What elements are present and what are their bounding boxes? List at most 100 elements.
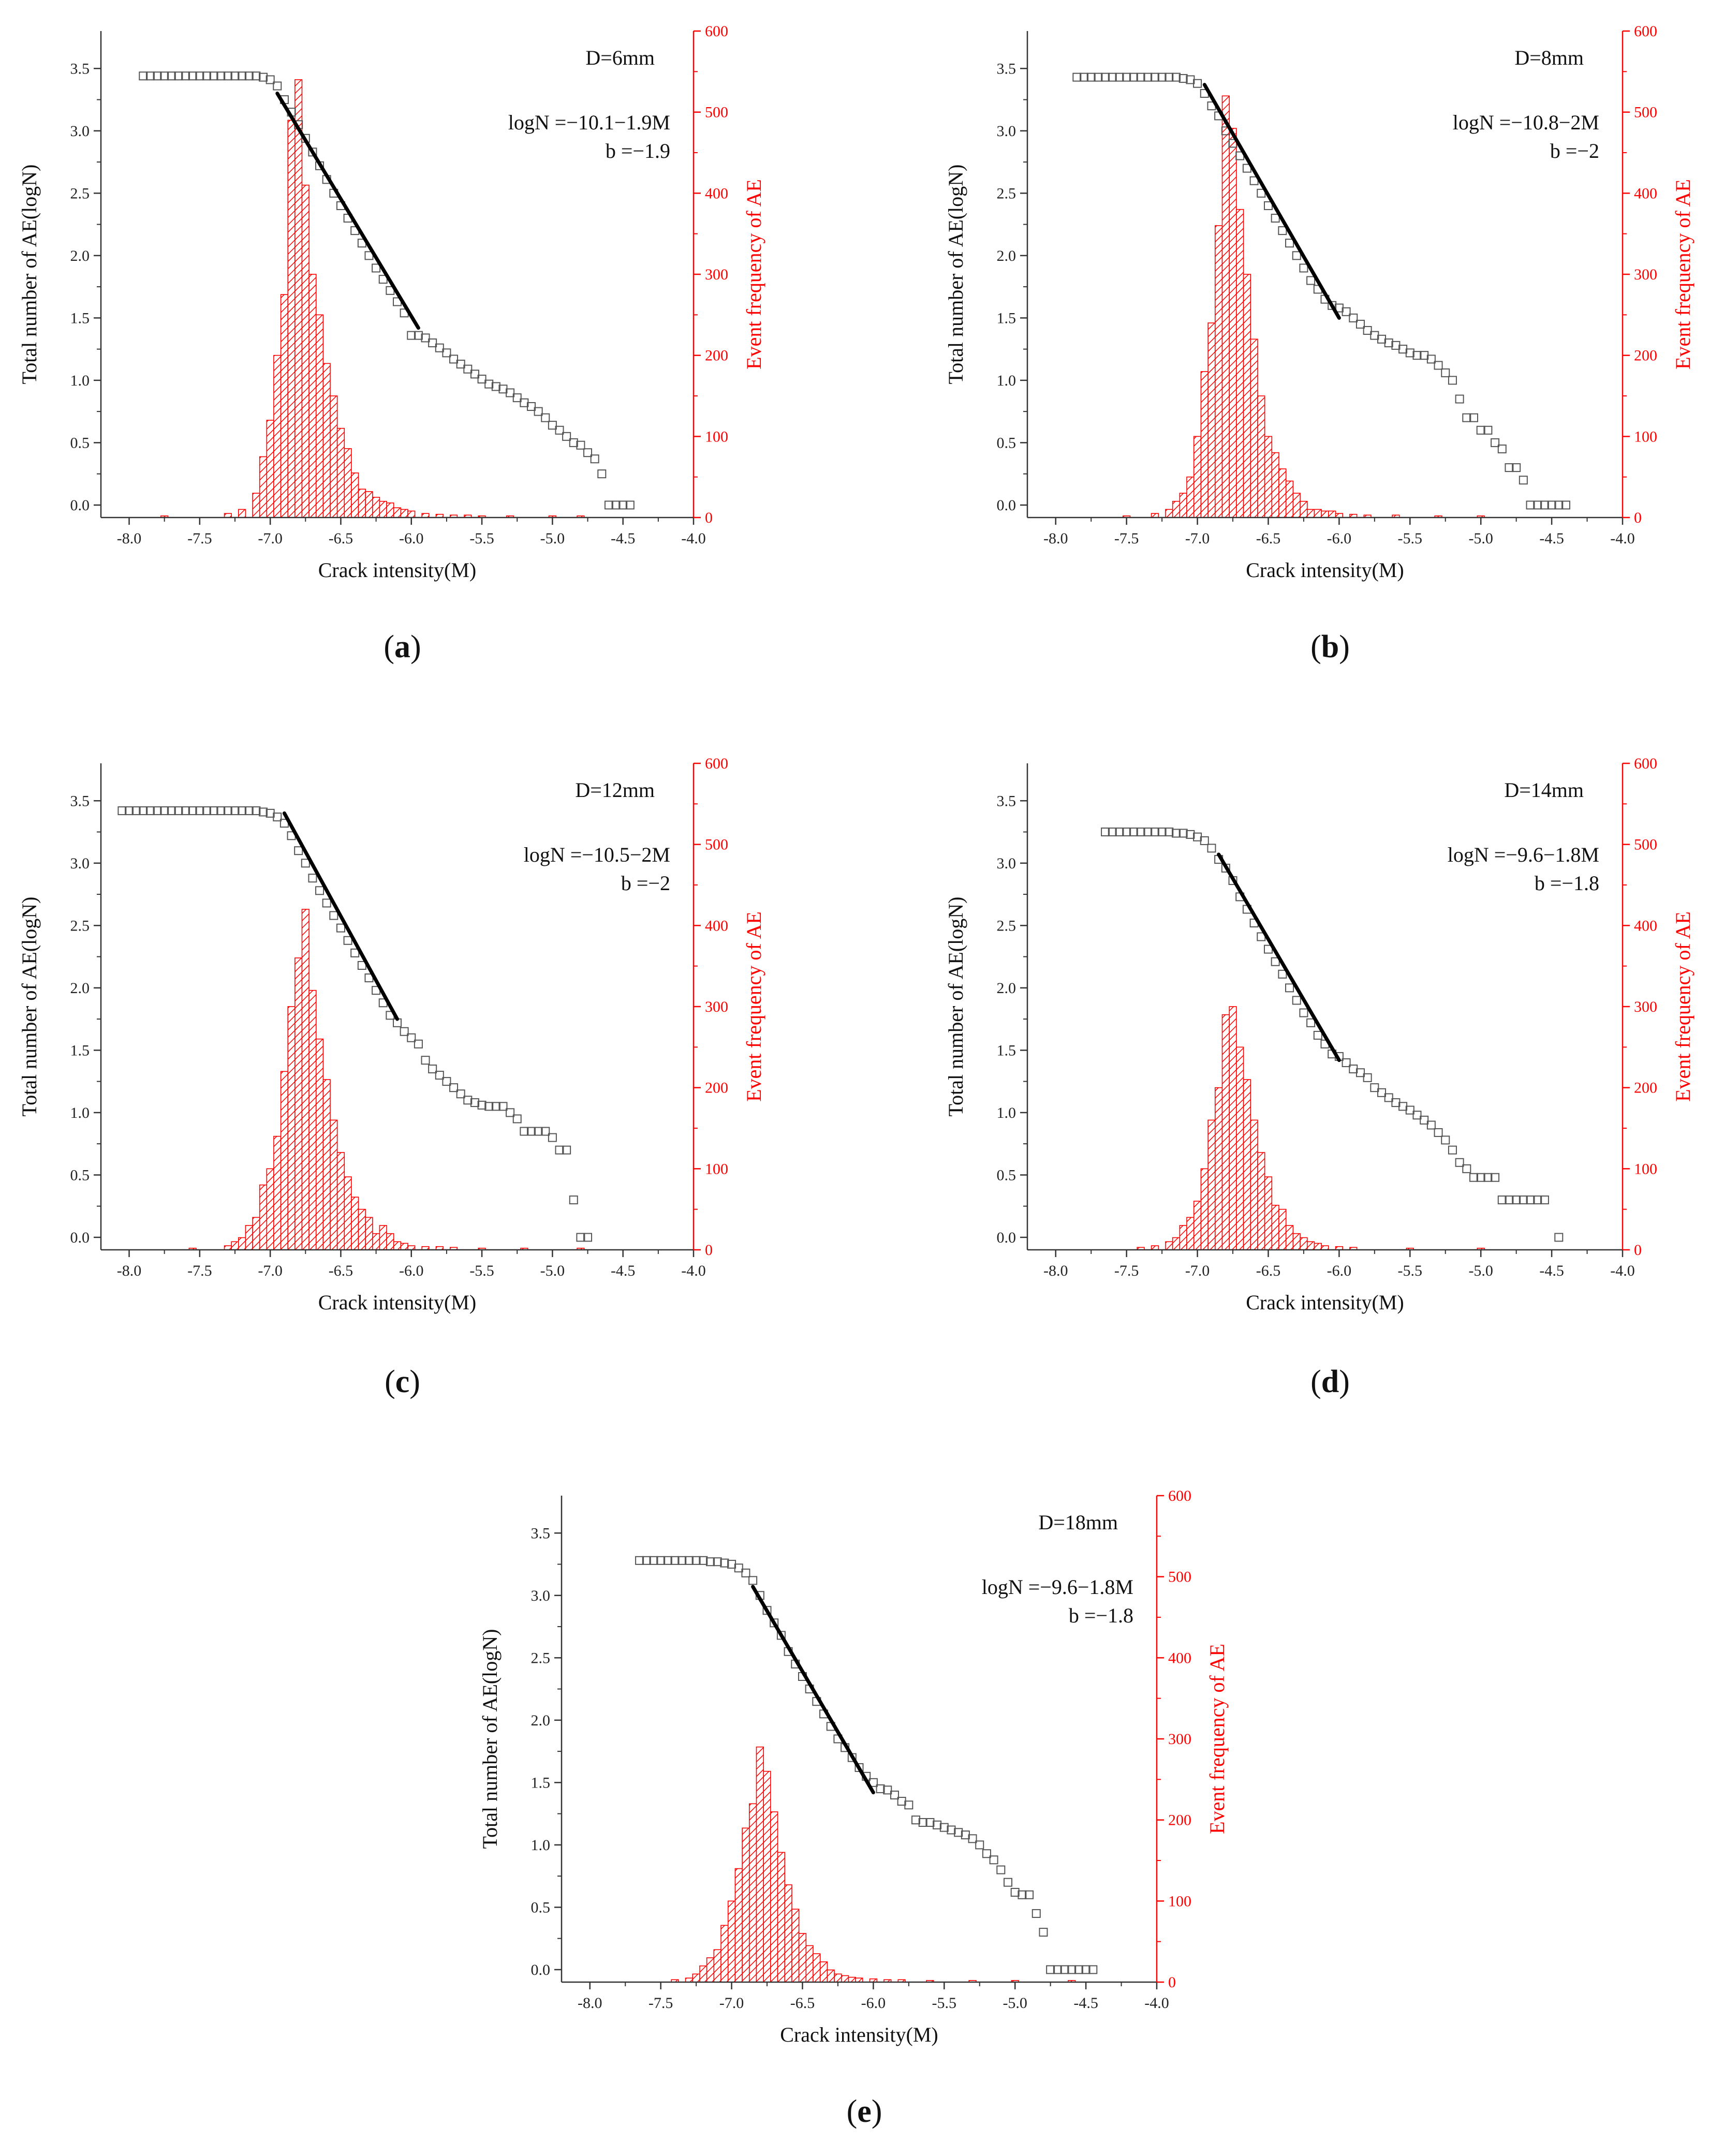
scatter-point xyxy=(1143,72,1153,82)
scatter-point xyxy=(975,1840,984,1850)
panel-label: (c) xyxy=(385,1364,420,1399)
scatter-point xyxy=(1115,72,1124,82)
x-tick-label: -8.0 xyxy=(578,1995,602,2012)
histogram-bar xyxy=(1193,436,1202,518)
scatter-point xyxy=(1540,500,1549,510)
scatter-point xyxy=(1072,72,1082,82)
histogram-bar xyxy=(1285,480,1294,518)
histogram-bar xyxy=(330,395,338,518)
scatter-point xyxy=(1136,828,1145,837)
scatter-point xyxy=(1370,1083,1379,1092)
annotation-b-value: b =−1.8 xyxy=(1069,1604,1133,1627)
histogram-bar xyxy=(280,1071,289,1250)
histogram-bar xyxy=(1250,338,1258,518)
scatter-point xyxy=(259,72,268,82)
scatter-point xyxy=(1122,828,1131,837)
annotation-title: D=12mm xyxy=(575,778,655,802)
x-tick-label: -8.0 xyxy=(1043,1262,1068,1279)
y-left-tick-label: 1.5 xyxy=(997,309,1016,327)
scatter-point xyxy=(1193,79,1202,88)
scatter-point xyxy=(555,1145,564,1155)
histogram-bar xyxy=(1243,1079,1251,1250)
scatter-point xyxy=(1412,351,1422,360)
scatter-point xyxy=(954,1828,963,1837)
histogram-bar xyxy=(358,1208,366,1250)
scatter-point xyxy=(216,71,226,81)
histogram-bar xyxy=(393,1241,402,1250)
annotation-equation: logN =−9.6−1.8M xyxy=(1448,843,1599,866)
scatter-point xyxy=(131,806,141,816)
scatter-point xyxy=(1547,500,1556,510)
histogram-bar xyxy=(1257,1152,1265,1250)
x-tick-label: -6.0 xyxy=(1327,530,1352,547)
scatter-point xyxy=(649,1556,658,1565)
scatter-point xyxy=(1165,72,1174,82)
x-tick-label: -4.0 xyxy=(681,1262,706,1279)
scatter-point xyxy=(449,355,459,364)
scatter-point xyxy=(1101,828,1110,837)
histogram-bar xyxy=(386,502,394,518)
scatter-point xyxy=(230,806,240,816)
panel-label: (e) xyxy=(847,2094,882,2129)
scatter-point xyxy=(1533,1195,1542,1205)
y-left-tick-label: 3.5 xyxy=(531,1525,551,1542)
x-tick-label: -6.0 xyxy=(399,1262,424,1279)
x-tick-label: -4.5 xyxy=(611,530,636,547)
histogram-bar xyxy=(1193,1201,1202,1250)
scatter-point xyxy=(202,71,211,81)
scatter-point xyxy=(188,71,197,81)
scatter-point xyxy=(428,338,437,348)
scatter-point xyxy=(1292,251,1301,260)
histogram-bar xyxy=(407,510,416,518)
y-axis-left-title: Total number of AE(logN) xyxy=(944,165,967,385)
scatter-point xyxy=(611,500,621,510)
histogram-bar xyxy=(266,420,274,518)
histogram-bar xyxy=(1314,509,1322,518)
x-axis-title: Crack intensity(M) xyxy=(318,558,477,582)
scatter-point xyxy=(1086,72,1096,82)
scatter-point xyxy=(1018,1890,1027,1899)
y-left-tick-label: 0.0 xyxy=(70,1229,90,1246)
annotation-equation: logN =−10.8−2M xyxy=(1453,111,1599,134)
scatter-point xyxy=(1108,72,1117,82)
scatter-point xyxy=(1540,1195,1549,1205)
y-left-tick-label: 2.5 xyxy=(70,917,90,934)
scatter-point xyxy=(1010,1887,1020,1897)
x-tick-label: -5.5 xyxy=(469,1262,494,1279)
histogram-bar xyxy=(287,120,296,518)
histogram-bar xyxy=(393,507,402,518)
y-axis-right-title: Event frequency of AE xyxy=(742,911,765,1102)
scatter-point xyxy=(583,1233,593,1242)
scatter-point xyxy=(748,1576,758,1585)
scatter-point xyxy=(188,806,197,816)
x-tick-label: -6.0 xyxy=(1327,1262,1352,1279)
histogram-bar xyxy=(379,1225,387,1250)
y-right-tick-label: 0 xyxy=(1634,1242,1642,1259)
scatter-point xyxy=(677,1556,687,1565)
y-left-tick-label: 0.5 xyxy=(531,1899,551,1916)
y-left-tick-label: 1.0 xyxy=(70,372,90,389)
scatter-point xyxy=(202,806,211,816)
scatter-point xyxy=(1426,1120,1436,1130)
scatter-point xyxy=(1533,500,1542,510)
scatter-point xyxy=(548,421,557,430)
histogram-bar xyxy=(280,294,289,518)
histogram-bar xyxy=(805,1945,814,1983)
histogram-bar xyxy=(372,1233,380,1250)
scatter-point xyxy=(506,1108,515,1117)
x-tick-label: -8.0 xyxy=(117,530,142,547)
histogram-bar xyxy=(1172,500,1181,518)
x-tick-label: -6.5 xyxy=(1256,1262,1281,1279)
y-right-tick-label: 600 xyxy=(1168,1487,1191,1504)
scatter-point xyxy=(1186,830,1195,839)
scatter-point xyxy=(223,806,232,816)
scatter-point xyxy=(230,71,240,81)
annotation-title: D=6mm xyxy=(585,46,655,69)
scatter-point xyxy=(372,263,381,273)
histogram-bar xyxy=(294,957,303,1250)
histogram-bar xyxy=(699,1965,708,1983)
histogram-bar xyxy=(287,1006,296,1250)
histogram-bar xyxy=(1200,371,1209,518)
scatter-point xyxy=(911,1815,921,1825)
